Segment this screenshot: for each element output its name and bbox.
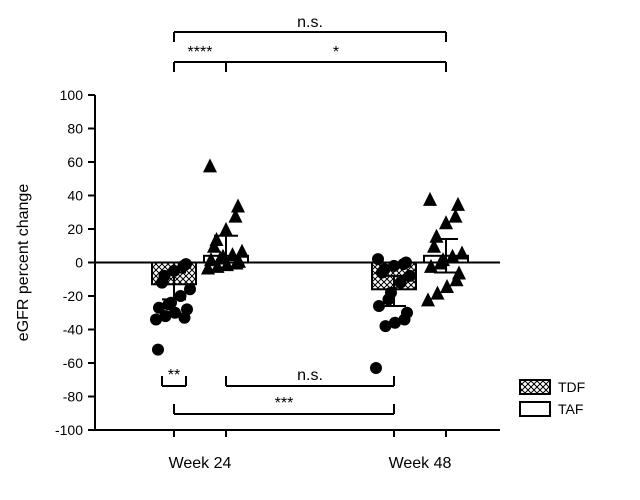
y-tick-label: 80 xyxy=(67,121,83,137)
taf-point xyxy=(455,245,469,259)
tdf-point xyxy=(372,253,384,265)
tdf-point xyxy=(370,362,382,374)
y-tick-label: -40 xyxy=(63,322,83,338)
legend-taf-label: TAF xyxy=(558,401,583,417)
y-tick-label: -80 xyxy=(63,389,83,405)
sig-top-ns: n.s. xyxy=(297,14,323,31)
sig-bottom-ns: n.s. xyxy=(297,367,323,384)
taf-point xyxy=(219,222,233,236)
tdf-point xyxy=(400,257,412,269)
legend-taf-swatch xyxy=(520,402,550,416)
y-tick-label: 100 xyxy=(60,87,84,103)
sig-2star: ** xyxy=(168,367,180,384)
legend-tdf-swatch xyxy=(520,380,550,394)
x-category-label: Week 48 xyxy=(389,455,452,472)
tdf-point xyxy=(401,307,413,319)
tdf-point xyxy=(181,303,193,315)
tdf-point xyxy=(184,283,196,295)
sig-4star: **** xyxy=(188,44,213,61)
y-tick-label: 60 xyxy=(67,154,83,170)
sig-3star: *** xyxy=(275,395,294,412)
taf-point xyxy=(203,158,217,172)
taf-point xyxy=(451,197,465,211)
y-tick-label: 40 xyxy=(67,188,83,204)
y-tick-label: -100 xyxy=(55,422,83,438)
taf-point xyxy=(235,244,249,258)
y-tick-label: 20 xyxy=(67,221,83,237)
tdf-point xyxy=(180,258,192,270)
legend-tdf-label: TDF xyxy=(558,379,585,395)
y-axis-label: eGFR percent change xyxy=(15,184,32,342)
y-tick-label: 0 xyxy=(75,255,83,271)
tdf-point xyxy=(404,270,416,282)
sig-1star: * xyxy=(333,44,339,61)
y-tick-label: -20 xyxy=(63,288,83,304)
egfr-change-chart: -100 -80 -60 -40 -20 0 20 40 60 80 100 eGFR percent… xyxy=(0,0,640,500)
tdf-point xyxy=(152,344,164,356)
taf-point xyxy=(430,229,444,243)
y-tick-label: -60 xyxy=(63,355,83,371)
x-category-label: Week 24 xyxy=(169,455,232,472)
tdf-point xyxy=(385,287,397,299)
taf-point xyxy=(423,192,437,206)
taf-point xyxy=(231,199,245,213)
